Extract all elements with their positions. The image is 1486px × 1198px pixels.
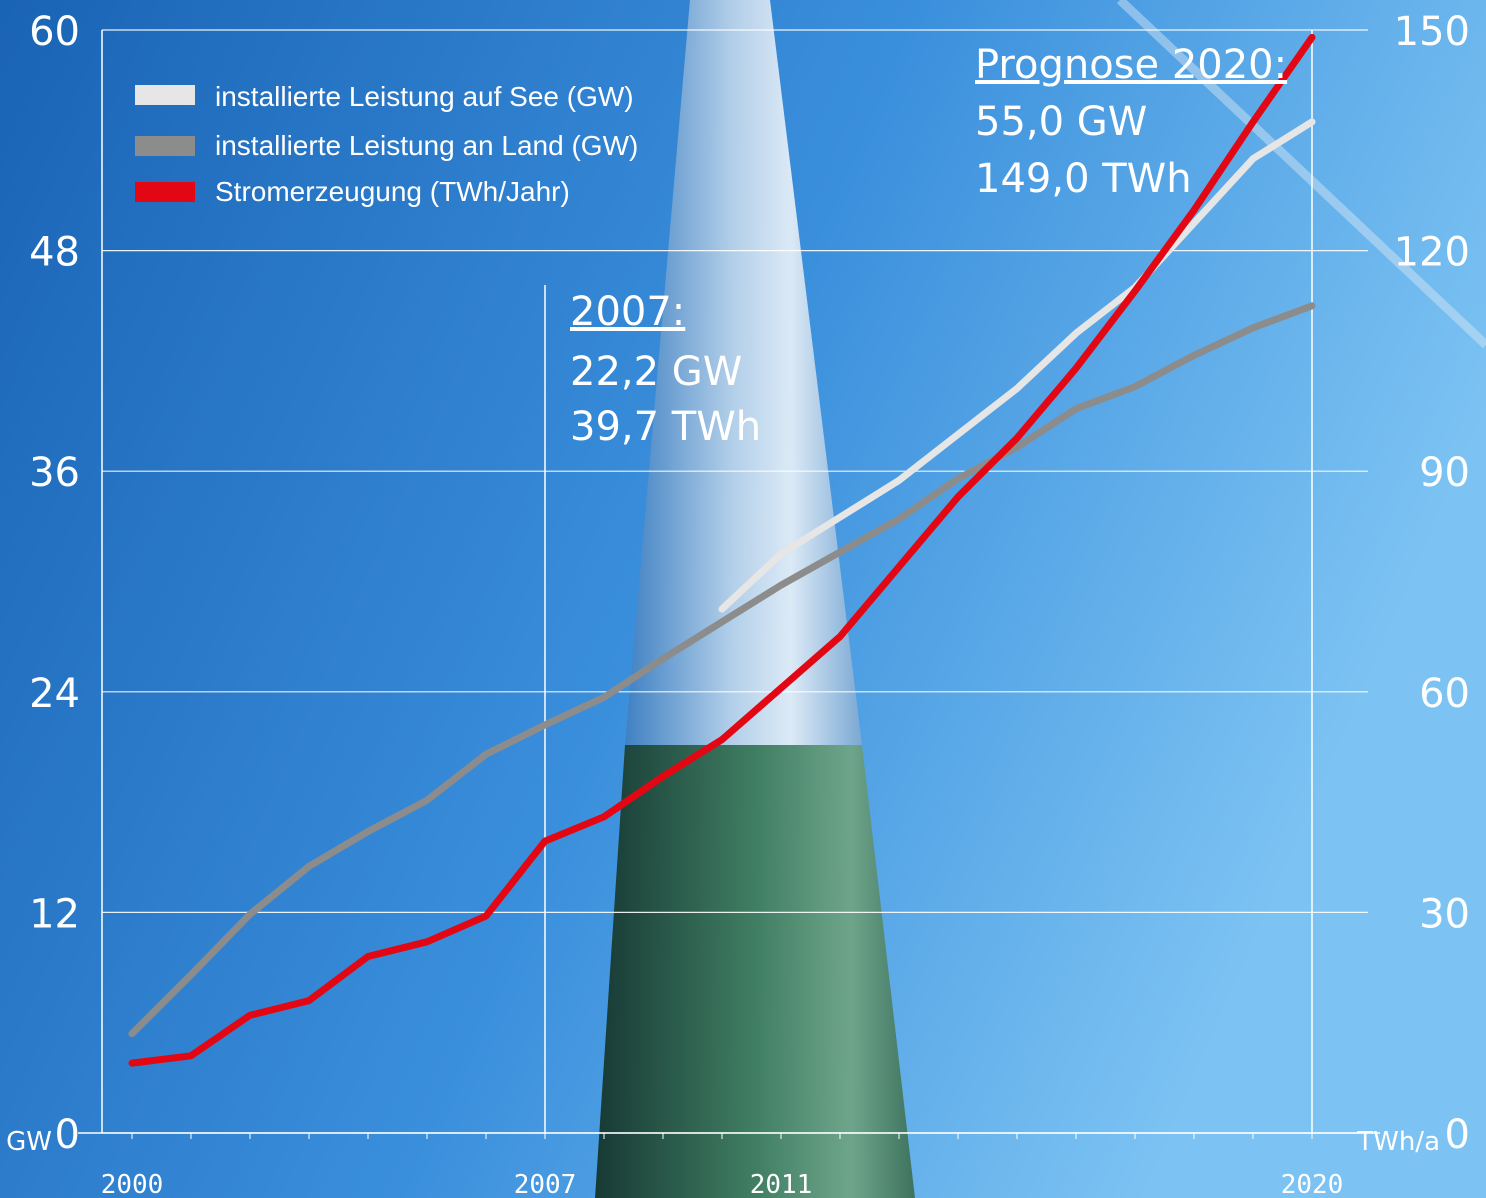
legend-swatch-onshore: [135, 136, 195, 156]
legend-label-onshore: installierte Leistung an Land (GW): [215, 130, 638, 161]
legend-swatch-offshore: [135, 85, 195, 105]
series-lines: [128, 33, 1316, 1067]
turbine-tower-top: [625, 0, 862, 745]
y-left-tick-label: 48: [29, 230, 80, 276]
y-left-tick-label: 0: [55, 1112, 80, 1158]
y-left-tick-label: 24: [29, 671, 80, 717]
x-tick-label: 2020: [1281, 1170, 1344, 1198]
annotation-2020-capacity: 55,0 GW: [975, 99, 1147, 145]
y-left-unit-label: GW: [6, 1127, 52, 1157]
x-tick-label: 2000: [101, 1170, 164, 1198]
annotation-forecast-2020: Prognose 2020: 55,0 GW 149,0 TWh: [975, 42, 1287, 202]
legend-label-generation: Stromerzeugung (TWh/Jahr): [215, 176, 570, 207]
x-tick-label: 2011: [750, 1170, 813, 1198]
annotation-2020-generation: 149,0 TWh: [975, 156, 1192, 202]
legend-swatch-generation: [135, 182, 195, 202]
y-right-tick-label: 150: [1394, 9, 1470, 55]
y-left-tick-label: 36: [29, 450, 80, 496]
series-line: [718, 118, 1316, 613]
series-line: [128, 33, 1316, 1067]
axis-ticks: 0 0 12 30 24 60 36 90 48 120 60 150 2000 2007 2011 2020: [29, 9, 1470, 1198]
y-right-tick-label: 30: [1419, 891, 1470, 937]
legend-label-offshore: installierte Leistung auf See (GW): [215, 81, 634, 112]
annotation-2007-generation: 39,7 TWh: [570, 404, 761, 450]
series-line: [128, 302, 1316, 1038]
y-right-tick-label: 120: [1394, 230, 1470, 276]
legend: installierte Leistung auf See (GW) insta…: [135, 81, 638, 207]
contrail: [1116, 0, 1486, 349]
annotation-2007-capacity: 22,2 GW: [570, 349, 742, 395]
y-left-tick-label: 60: [29, 9, 80, 55]
annotation-2020-heading: Prognose 2020:: [975, 42, 1287, 88]
x-tick-label: 2007: [514, 1170, 577, 1198]
y-right-tick-label: 60: [1419, 671, 1470, 717]
y-left-tick-label: 12: [29, 891, 80, 937]
y-right-tick-label: 0: [1445, 1112, 1470, 1158]
annotation-2007-heading: 2007:: [570, 289, 685, 335]
y-right-tick-label: 90: [1419, 450, 1470, 496]
y-right-unit-label: TWh/a: [1356, 1127, 1440, 1157]
annotation-2007: 2007: 22,2 GW 39,7 TWh: [570, 289, 761, 450]
turbine-tower-bottom: [595, 745, 915, 1198]
grid: [78, 29, 1380, 1139]
